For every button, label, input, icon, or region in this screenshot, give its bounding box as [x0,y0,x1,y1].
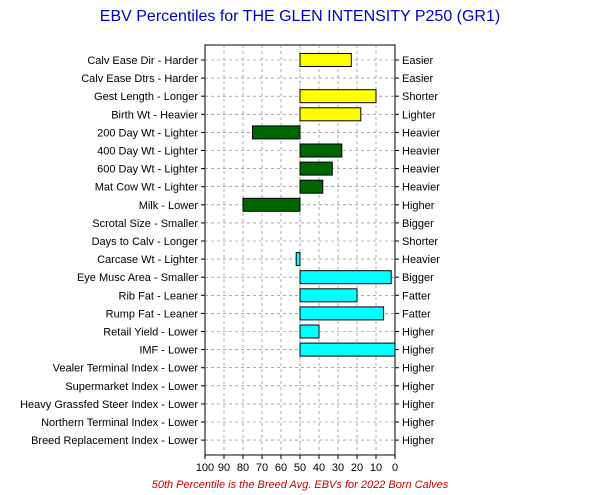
direction-label: Fatter [402,308,431,320]
x-tick-label: 100 [196,462,214,474]
direction-label: Bigger [402,272,434,284]
x-tick-label: 70 [256,462,268,474]
bar [299,324,320,339]
x-tick-label: 20 [351,462,363,474]
direction-label: Higher [402,381,435,393]
direction-label: Fatter [402,290,431,302]
category-label: Heavy Grassfed Steer Index - Lower [20,399,198,411]
grid-lines [205,45,395,455]
x-tick-label: 0 [392,462,398,474]
direction-label: Heavier [402,127,440,139]
chart-title: EBV Percentiles for THE GLEN INTENSITY P… [100,8,500,25]
bar [299,143,343,158]
category-label: Eye Musc Area - Smaller [77,272,198,284]
bars [242,53,396,357]
direction-label: Shorter [402,91,438,103]
category-label: Calv Ease Dtrs - Harder [81,73,198,85]
direction-label: Heavier [402,164,440,176]
category-label: Milk - Lower [139,200,199,212]
direction-label: Heavier [402,254,440,266]
bar [295,252,301,267]
direction-labels: Easier Easier Shorter Lighter Heavier Heavier… [402,55,440,447]
x-tick-label: 10 [370,462,382,474]
chart-footnote: 50th Percentile is the Breed Avg. EBVs f… [152,479,449,491]
category-label: Retail Yield - Lower [103,327,198,339]
category-label: 400 Day Wt - Lighter [97,146,198,158]
direction-label: Higher [402,435,435,447]
bar [252,125,301,140]
direction-label: Higher [402,417,435,429]
x-tick-label: 30 [332,462,344,474]
category-labels: Calv Ease Dir - Harder Calv Ease Dtrs - H… [20,55,198,447]
direction-label: Heavier [402,182,440,194]
category-label: Gest Length - Longer [94,91,198,103]
bar [299,53,352,67]
bar [242,197,301,212]
direction-label: Shorter [402,236,438,248]
x-tick-label: 80 [237,462,249,474]
x-axis-ticks: 100 90 80 70 60 50 40 30 20 10 0 [196,59,399,474]
bar [299,179,324,194]
bar [299,107,362,122]
bar [299,306,385,321]
direction-label: Higher [402,399,435,411]
category-label: 600 Day Wt - Lighter [97,164,198,176]
direction-label: Easier [402,73,434,85]
direction-label: Higher [402,363,435,375]
x-tick-label: 90 [218,462,230,474]
direction-label: Easier [402,55,434,67]
category-label: IMF - Lower [139,345,198,357]
direction-label: Higher [402,200,435,212]
direction-label: Heavier [402,146,440,158]
direction-label: Higher [402,327,435,339]
category-label: Rump Fat - Leaner [106,308,199,320]
category-label: Supermarket Index - Lower [65,381,198,393]
direction-label: Lighter [402,109,436,121]
x-tick-label: 50 [294,462,306,474]
category-label: Carcase Wt - Lighter [97,254,198,266]
bar [299,161,333,176]
category-label: Days to Calv - Longer [92,236,199,248]
category-label: Calv Ease Dir - Harder [87,55,198,67]
category-label: 200 Day Wt - Lighter [97,127,198,139]
bar [299,342,396,357]
category-label: Northern Terminal Index - Lower [41,417,198,429]
category-label: Vealer Terminal Index - Lower [53,363,199,375]
direction-label: Bigger [402,218,434,230]
category-label: Scrotal Size - Smaller [92,218,198,230]
direction-label: Higher [402,345,435,357]
category-label: Breed Replacement Index - Lower [31,435,198,447]
bar [299,270,392,285]
bar [299,89,377,104]
category-label: Birth Wt - Heavier [111,109,198,121]
x-tick-label: 60 [275,462,287,474]
bar [299,288,358,303]
x-tick-label: 40 [313,462,325,474]
category-label: Rib Fat - Leaner [119,290,199,302]
category-label: Mat Cow Wt - Lighter [95,182,199,194]
